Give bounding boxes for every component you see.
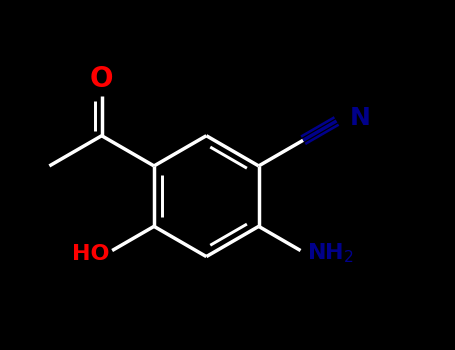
- Text: NH$_2$: NH$_2$: [307, 242, 354, 265]
- Text: N: N: [350, 106, 371, 130]
- Text: O: O: [90, 65, 113, 93]
- Text: HO: HO: [71, 244, 109, 264]
